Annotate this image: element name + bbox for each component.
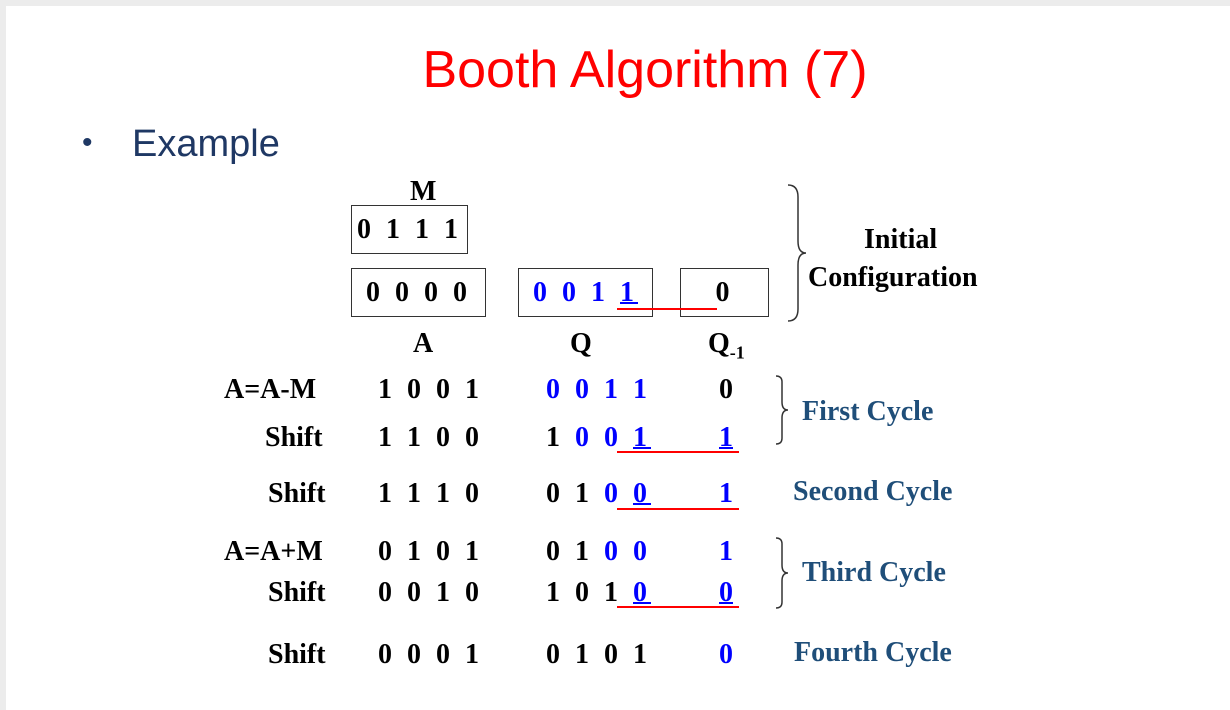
step-q: 0 1 0 0 <box>546 536 651 568</box>
initial-caption-line2: Configuration <box>808 262 978 293</box>
q-register-box: 0 0 1 1 <box>518 268 653 317</box>
step-q-lsb: 0 <box>633 577 651 608</box>
step-op: Shift <box>268 577 326 608</box>
q-minus-1-register-value: 0 <box>715 276 734 308</box>
first-cycle-brace-icon <box>775 375 789 445</box>
step-q-prefix: 1 <box>546 422 575 453</box>
step-a: 0 0 0 1 <box>378 639 483 670</box>
step-op: Shift <box>268 639 326 670</box>
m-label: M <box>410 176 437 207</box>
step-marker-line <box>617 451 739 453</box>
initial-caption-line1: Initial <box>864 224 938 255</box>
step-q-blue: 0 <box>604 478 633 509</box>
step-q-minus-1: 0 <box>719 577 733 608</box>
bullet-dot: • <box>82 126 93 159</box>
step-op: Shift <box>268 478 326 509</box>
slide-title: Booth Algorithm (7) <box>422 41 868 99</box>
a-label: A <box>413 328 434 359</box>
slide: Booth Algorithm (7) • Example M 0 1 1 1 … <box>6 6 1230 710</box>
step-a: 1 1 0 0 <box>378 422 483 453</box>
m-register-value: 0 1 1 1 <box>357 213 462 245</box>
step-q-minus-1: 1 <box>719 536 733 567</box>
q-register-value: 0 0 1 1 <box>519 277 652 309</box>
third-cycle-brace-icon <box>775 537 789 609</box>
step-q: 0 0 1 1 <box>546 374 651 405</box>
step-a: 1 1 1 0 <box>378 478 483 509</box>
step-marker-line <box>617 508 739 510</box>
step-a: 1 0 0 1 <box>378 374 483 405</box>
m-register-box: 0 1 1 1 <box>351 205 468 254</box>
second-cycle-label: Second Cycle <box>793 476 953 507</box>
step-q: 1 0 0 1 <box>546 422 651 454</box>
step-q-minus-1: 1 <box>719 478 733 509</box>
q-minus-1-letter: Q <box>708 328 730 359</box>
step-q-prefix: 1 0 1 <box>546 577 633 608</box>
step-q-blue: 0 0 <box>604 536 651 567</box>
step-op: A=A-M <box>224 374 317 405</box>
q-label: Q <box>570 328 592 359</box>
step-op: A=A+M <box>224 536 323 567</box>
step-q-prefix: 0 1 <box>546 536 604 567</box>
step-q-prefix: 0 1 <box>546 478 604 509</box>
q-minus-1-subscript: -1 <box>729 342 745 363</box>
step-q-minus-1: 0 <box>719 639 733 670</box>
a-register-box: 0 0 0 0 <box>351 268 486 317</box>
bullet-text: Example <box>132 123 280 165</box>
initial-marker-line <box>617 308 717 310</box>
initial-brace-icon <box>787 184 807 322</box>
fourth-cycle-label: Fourth Cycle <box>794 637 952 668</box>
step-marker-line <box>617 606 739 608</box>
step-q-lsb: 1 <box>633 422 651 453</box>
step-q-minus-1: 1 <box>719 422 733 453</box>
third-cycle-label: Third Cycle <box>802 557 946 588</box>
q-minus-1-label: Q-1 <box>708 328 745 369</box>
a-register-value: 0 0 0 0 <box>366 276 471 308</box>
first-cycle-label: First Cycle <box>802 396 934 427</box>
step-a: 0 1 0 1 <box>378 536 483 567</box>
q-register-lsb: 1 <box>620 276 638 308</box>
step-op: Shift <box>265 422 323 453</box>
q-register-prefix: 0 0 1 <box>533 276 620 308</box>
step-q-minus-1: 0 <box>719 374 733 405</box>
step-q-blue: 0 0 <box>575 422 633 453</box>
step-q: 1 0 1 0 <box>546 577 651 609</box>
step-q-lsb: 0 <box>633 478 651 509</box>
step-a: 0 0 1 0 <box>378 577 483 608</box>
step-q: 0 1 0 0 <box>546 478 651 510</box>
step-q: 0 1 0 1 <box>546 639 651 670</box>
